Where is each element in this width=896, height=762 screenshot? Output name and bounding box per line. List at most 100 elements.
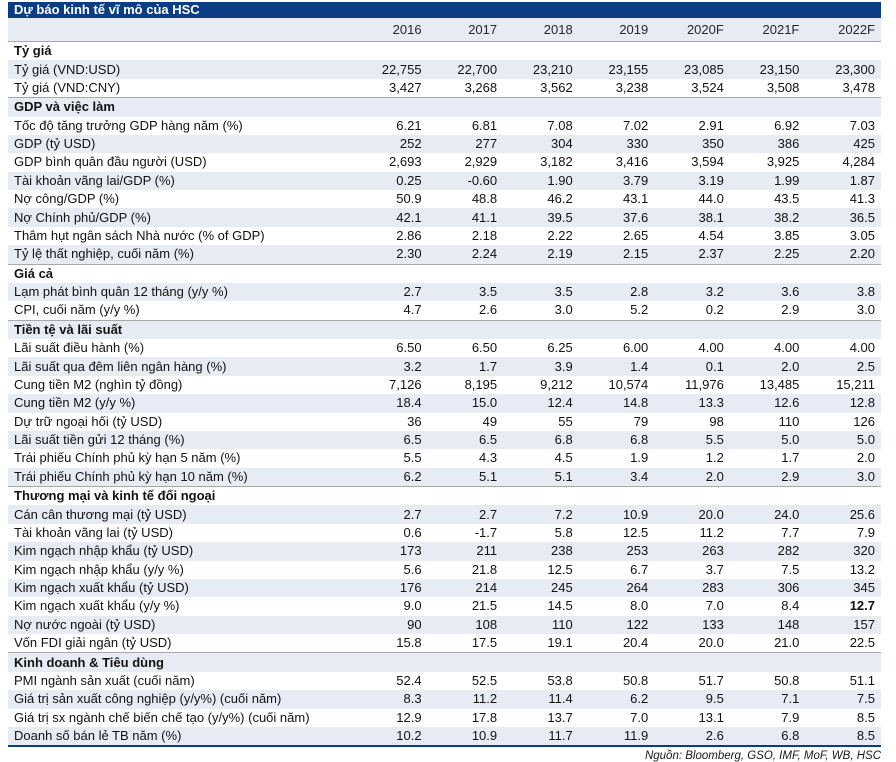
value-cell: 12.8 [805,394,881,413]
value-cell: 3,416 [615,154,649,170]
value-cell: 1.90 [503,171,579,190]
value-cell: 3,562 [540,79,573,95]
value-cell: 10.2 [352,726,428,747]
value-cell: 2.6 [654,726,730,747]
data-row: Tỷ lệ thất nghiệp, cuối năm (%) 2.30 2.24 2… [8,245,881,264]
value-cell: 20.0 [698,635,724,651]
value-cell: 6.8 [729,726,806,747]
row-label: Cán cân thương mại (tỷ USD) [8,505,352,524]
value-cell: 8.5 [805,726,881,747]
value-cell: 3.2 [654,282,730,302]
value-cell: 15.8 [396,635,422,651]
value-cell: 7.02 [622,117,649,133]
value-cell: 7.9 [781,709,800,725]
value-cell: 12.5 [622,524,649,540]
value-cell: 50.8 [622,672,649,688]
value-cell: 5.0 [729,430,806,450]
value-cell: 2.30 [352,245,428,264]
row-label: Tốc độ tăng trưởng GDP hàng năm (%) [14,117,243,133]
value-cell: 214 [427,578,504,598]
value-cell: 12.4 [503,394,579,413]
value-cell: 3.8 [805,282,881,302]
value-cell: 50.8 [774,672,800,688]
data-row: Nợ Chính phủ/GDP (%) 42.1 41.1 39.5 37.6 38.1… [8,208,881,227]
value-cell: 2.25 [729,245,806,264]
value-cell: 3.5 [427,282,504,302]
value-cell: 36.5 [805,208,881,227]
value-cell: 7.0 [630,709,649,725]
row-label: Giá trị sản xuất công nghiệp (y/y%) (cuố… [8,690,352,709]
row-label: Tỷ lệ thất nghiệp, cuối năm (%) [8,245,352,264]
source-note: Nguồn: Bloomberg, GSO, IMF, MoF, WB, HSC [644,750,881,762]
data-row: Lãi suất điều hành (%) 6.50 6.50 6.25 6.00 4.… [8,339,881,357]
value-cell: 15,211 [836,376,875,392]
value-cell: 6.81 [471,117,498,133]
value-cell: 2.0 [856,450,875,466]
value-cell: 36 [407,413,422,429]
section-header-label: Kinh doanh & Tiêu dùng [8,652,881,672]
value-cell: 12.5 [547,561,573,577]
value-cell: 306 [729,578,806,598]
row-label: Trái phiếu Chính phủ kỳ hạn 10 năm (%) [8,467,352,487]
value-cell: 49 [482,413,498,429]
value-cell: 8.4 [781,598,800,614]
data-row: Kim ngạch xuất khẩu (tỷ USD) 176 214 245 264… [8,578,881,598]
value-cell: 3.9 [503,357,579,376]
value-cell: 12.6 [729,394,806,413]
value-cell: 0.1 [654,357,730,376]
value-cell: 2.15 [578,245,655,264]
value-cell: 6.2 [352,467,428,487]
value-cell: 1.87 [805,171,881,190]
value-cell: 3,594 [691,154,724,170]
row-label: Lãi suất qua đêm liên ngân hàng (%) [8,357,352,376]
value-cell: 7.5 [781,561,800,577]
section-header-label: Tiền tệ và lãi suất [8,319,881,339]
row-label: Lãi suất điều hành (%) [14,340,145,356]
value-cell: 6.50 [396,340,422,356]
data-row: GDP (tỷ USD) 252 277 304 330 350 386 425 [8,134,881,154]
row-label: CPI, cuối năm (y/y %) [14,302,140,318]
value-cell: 21.8 [471,561,498,577]
value-cell: 13.7 [547,709,573,725]
section-header-row: Kinh doanh & Tiêu dùng [8,652,881,672]
value-cell: 6.8 [578,430,655,450]
value-cell: 4.5 [554,450,573,466]
value-cell: 3.85 [774,227,800,243]
value-cell: 11.2 [699,524,724,540]
value-cell: 7.7 [781,524,800,540]
year-header-2018: 2018 [503,18,579,42]
value-cell: 20.4 [622,635,649,651]
value-cell: 6.7 [630,561,649,577]
value-cell: 15.0 [427,394,504,413]
data-row: Kim ngạch xuất khẩu (y/y %) 9.0 21.5 14.5 8.… [8,597,881,615]
value-cell: 17.8 [471,709,498,725]
value-cell: 44.0 [698,191,724,207]
value-cell: 50.9 [396,191,422,207]
value-cell: 4.00 [849,340,875,356]
row-label: Lãi suất tiền gửi 12 tháng (%) [8,430,352,450]
value-cell: 6.5 [427,430,504,450]
value-cell: 2.37 [654,245,730,264]
year-header-row: 2016 2017 2018 2019 2020F 2021F 2022F [8,18,881,42]
value-cell: 4.00 [698,340,724,356]
value-cell: 20.0 [654,505,730,524]
value-cell: 90 [352,615,428,634]
value-cell: 53.8 [547,672,573,688]
row-label: Tỷ giá (VND:CNY) [14,79,121,95]
data-row: Trái phiếu Chính phủ kỳ hạn 10 năm (%) 6.… [8,467,881,487]
value-cell: 21.0 [774,635,800,651]
value-cell: 6.50 [471,340,498,356]
value-cell: 37.6 [578,208,655,227]
value-cell: 2.9 [729,467,806,487]
year-header-2019: 2019 [578,18,655,42]
value-cell: 2.20 [805,245,881,264]
value-cell: -1.7 [474,524,498,540]
value-cell: 3.4 [578,467,655,487]
section-header-row: Giá cả [8,263,881,283]
value-cell: 3.79 [578,171,655,190]
value-cell: 157 [805,615,881,634]
value-cell: 0.6 [403,524,422,540]
value-cell: 9,212 [540,376,573,392]
value-cell: 17.5 [471,635,498,651]
